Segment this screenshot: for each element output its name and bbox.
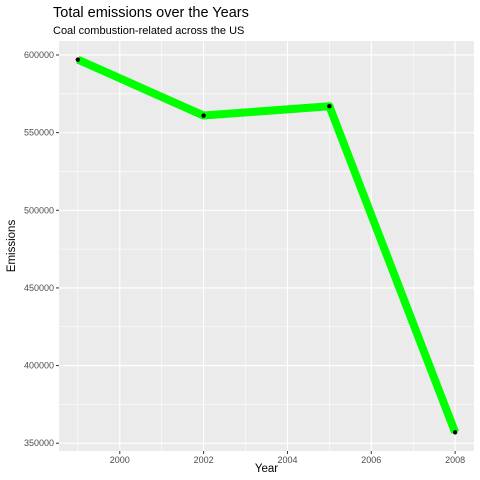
data-points: [75, 57, 458, 435]
data-point: [201, 113, 206, 118]
x-axis-ticks: 2000 2002 2004 2006 2008: [110, 451, 465, 465]
chart-subtitle: Coal combustion-related across the US: [53, 25, 244, 37]
data-point: [327, 104, 332, 109]
emissions-series-line: [76, 55, 459, 434]
x-tick-label: 2004: [277, 455, 297, 465]
y-tick-label: 550000: [24, 128, 54, 138]
y-tick-label: 400000: [24, 361, 54, 371]
x-tick-label: 2008: [445, 455, 465, 465]
y-tick-label: 600000: [24, 50, 54, 60]
series-layer: [76, 55, 459, 434]
chart-title: Total emissions over the Years: [53, 5, 249, 21]
y-tick-label: 500000: [24, 205, 54, 215]
y-axis-ticks: 350000 400000 450000 500000 550000 600000: [24, 50, 59, 448]
plot-panel: [59, 41, 474, 451]
y-axis-label: Emissions: [6, 220, 18, 273]
x-tick-label: 2002: [194, 455, 214, 465]
data-point: [75, 57, 81, 62]
x-axis-label: Year: [255, 463, 278, 475]
data-point: [452, 430, 458, 435]
major-gridlines: [59, 41, 474, 451]
y-tick-label: 450000: [24, 283, 54, 293]
x-tick-label: 2000: [110, 455, 130, 465]
x-tick-label: 2006: [361, 455, 381, 465]
y-tick-label: 350000: [24, 438, 54, 448]
